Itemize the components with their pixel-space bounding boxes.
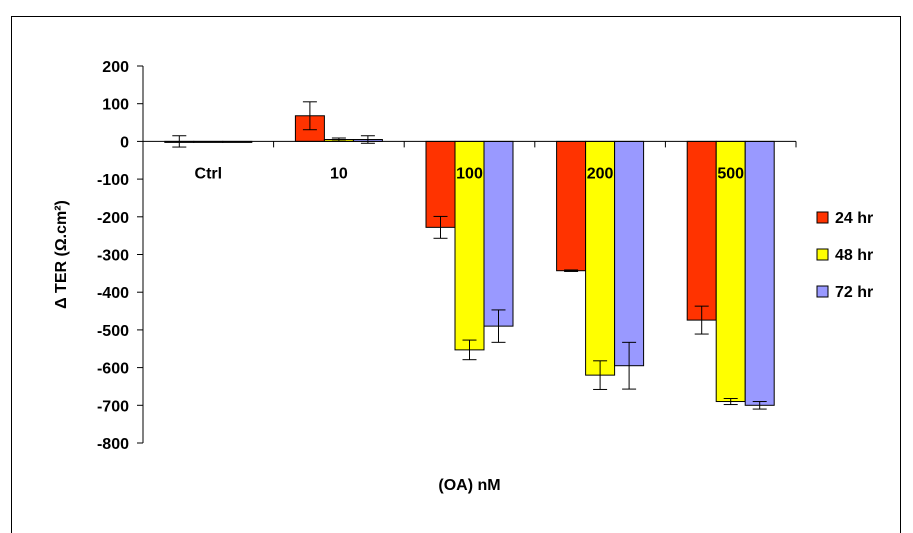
y-tick-label: 200 [102, 59, 129, 76]
legend-label-24-hr: 24 hr [835, 210, 873, 227]
y-tick-label: -300 [97, 248, 129, 265]
bar-72-hr-500 [744, 140, 775, 406]
bar-48-hr-200 [585, 140, 616, 376]
y-tick-label: -400 [97, 285, 129, 302]
y-tick-label: -800 [97, 436, 129, 453]
y-ticks: 200 100 0 -100 -200 -300 -400 -500 -600 -700 -800 [97, 59, 143, 453]
y-tick-label: -200 [97, 210, 129, 227]
legend-swatch-48-hr [816, 248, 829, 261]
x-category-label: 10 [330, 165, 348, 182]
bar-24-hr-200 [556, 140, 587, 272]
bar-72-hr-200 [614, 140, 645, 367]
bars-layer [164, 101, 775, 410]
y-axis-title: Δ TER (Ω.cm²) [53, 200, 70, 309]
legend-swatch-72-hr [816, 285, 829, 298]
x-category-label: 200 [587, 165, 614, 182]
x-axis-title: (OA) nM [438, 477, 500, 494]
y-tick-label: -600 [97, 361, 129, 378]
legend-swatch-24-hr [816, 211, 829, 224]
category-labels: Ctrl 10 100 200 500 [142, 141, 797, 182]
chart-frame [11, 16, 901, 533]
x-category-label: 500 [717, 165, 744, 182]
y-tick-label: -500 [97, 323, 129, 340]
y-tick-label: -100 [97, 172, 129, 189]
bar-48-hr-100 [454, 140, 485, 351]
legend: 24 hr 48 hr 72 hr [816, 210, 873, 301]
y-tick-label: 100 [102, 97, 129, 114]
bar-72-hr-100 [483, 140, 514, 327]
bar-24-hr-100 [425, 140, 456, 228]
legend-label-48-hr: 48 hr [835, 247, 873, 264]
y-tick-label: -700 [97, 398, 129, 415]
bar-24-hr-500 [686, 140, 717, 321]
y-tick-label: 0 [120, 134, 129, 151]
x-category-label: Ctrl [195, 165, 223, 182]
legend-label-72-hr: 72 hr [835, 284, 873, 301]
x-category-label: 100 [456, 165, 483, 182]
